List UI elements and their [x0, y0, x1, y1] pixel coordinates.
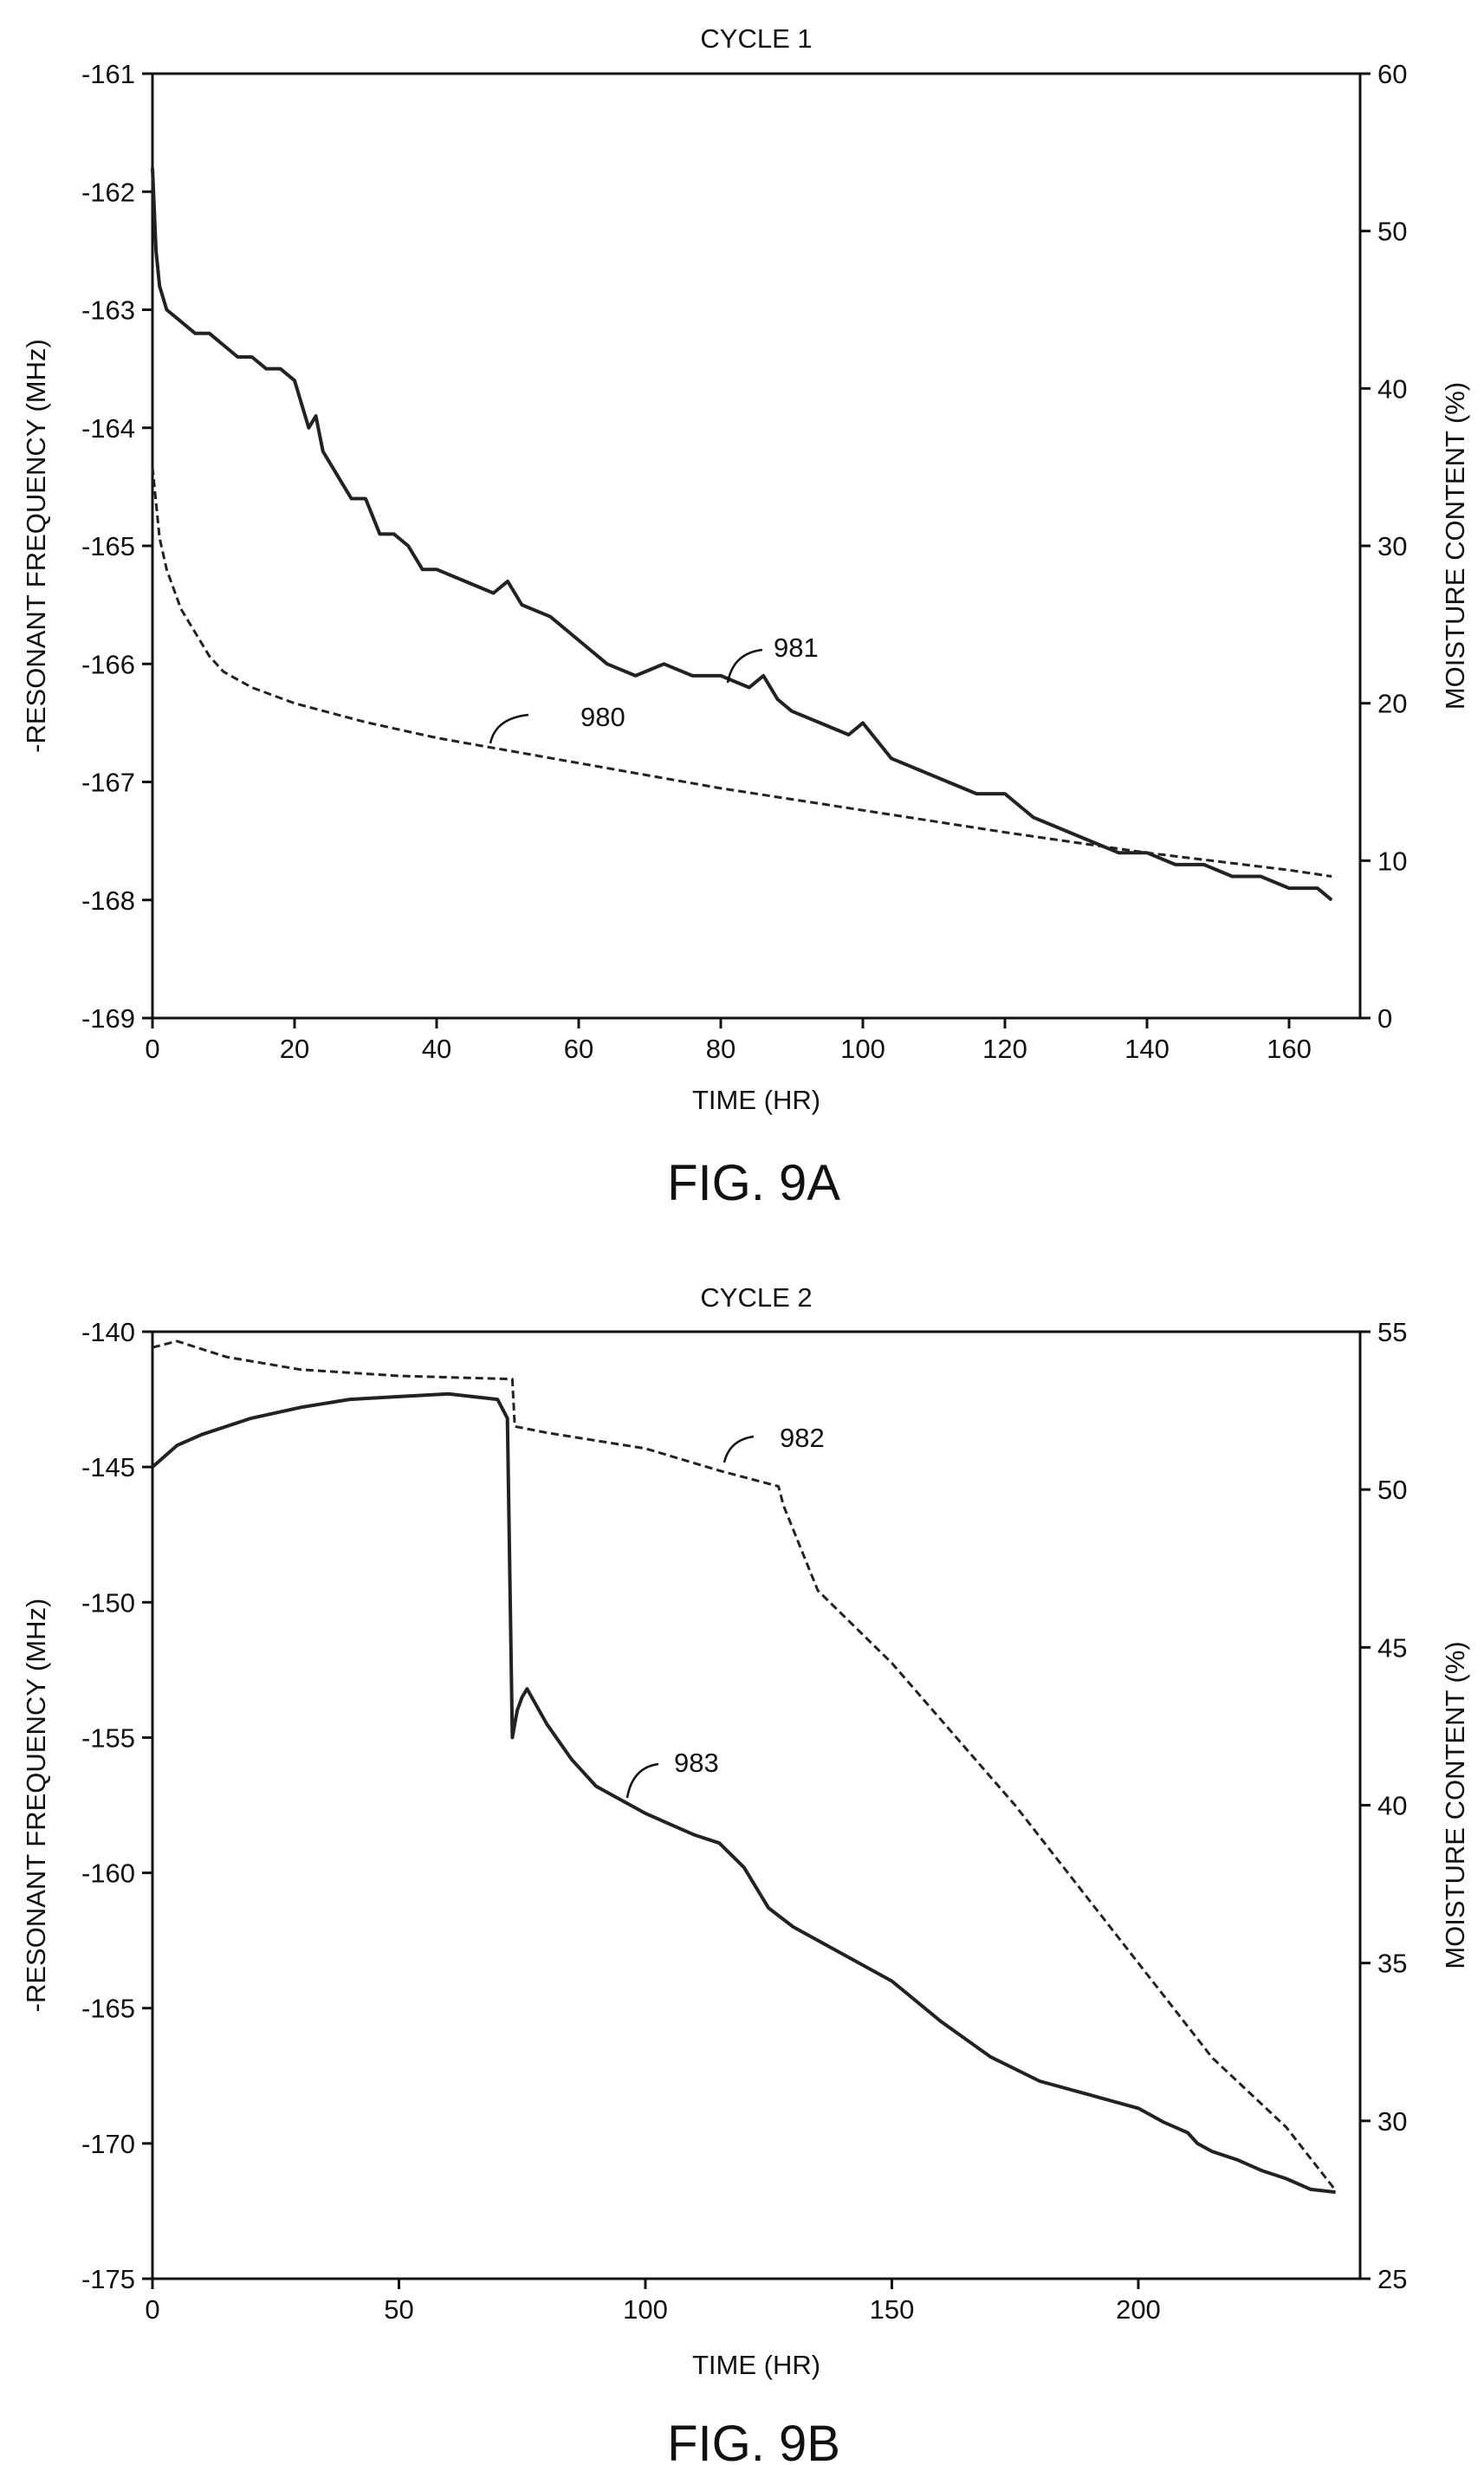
chart-title: CYCLE 2: [700, 1282, 812, 1313]
y2-tick-label: 40: [1377, 373, 1407, 404]
y-tick-label: -162: [81, 177, 135, 207]
y2-tick-label: 20: [1377, 689, 1407, 719]
figure-label: FIG. 9A: [667, 1155, 840, 1211]
chart-1: CYCLE 10 20 40 60 80 100 120 140 160-161-162-163…: [21, 23, 1470, 1211]
y-axis-label: -RESONANT FREQUENCY (MHz): [21, 1599, 51, 2013]
x-axis-label: TIME (HR): [692, 1085, 820, 1115]
y-tick-label: -164: [81, 413, 135, 444]
x-tick-label: 0: [145, 2294, 159, 2325]
y-axis-label: -RESONANT FREQUENCY (MHz): [21, 339, 51, 753]
series-line-982: [152, 1340, 1337, 2191]
series-label: 980: [580, 702, 625, 732]
x-tick-label: 150: [870, 2294, 915, 2325]
callout-leader: [625, 1762, 659, 1799]
x-tick-label: 100: [840, 1034, 885, 1064]
x-tick-label: 140: [1124, 1034, 1170, 1064]
x-tick-label: 160: [1267, 1034, 1312, 1064]
callout-leader: [726, 648, 763, 684]
x-tick-label: 40: [422, 1034, 451, 1064]
x-tick-label: 60: [564, 1034, 593, 1064]
x-tick-label: 100: [623, 2294, 668, 2325]
y-tick-label: -140: [81, 1317, 135, 1347]
y-tick-label: -155: [81, 1722, 135, 1753]
y-tick-label: -150: [81, 1587, 135, 1618]
y2-axis-label: MOISTURE CONTENT (%): [1440, 382, 1470, 710]
y2-tick-label: 35: [1377, 1949, 1407, 1979]
x-tick-label: 50: [384, 2294, 413, 2325]
plot-frame: [151, 72, 1362, 1020]
y-tick-label: -160: [81, 1858, 135, 1889]
series-line-983: [151, 1391, 1336, 2195]
y-tick-label: -167: [81, 768, 135, 798]
chart-2: CYCLE 20 50 100 150 200-140-145-150-155-160-…: [21, 1282, 1470, 2465]
y2-tick-label: 25: [1377, 2264, 1407, 2294]
series-label: 981: [774, 632, 819, 663]
figure-label: FIG. 9B: [667, 2416, 840, 2465]
x-tick-label: 80: [706, 1034, 736, 1064]
x-tick-label: 20: [280, 1034, 309, 1064]
y2-tick-label: 50: [1377, 1475, 1407, 1505]
y-tick-label: -165: [81, 1994, 135, 2024]
plot-frame: [151, 1330, 1362, 2280]
x-tick-label: 120: [982, 1034, 1027, 1064]
series-label: 983: [674, 1748, 719, 1778]
chart-title: CYCLE 1: [700, 23, 812, 54]
x-axis-label: TIME (HR): [692, 2350, 820, 2380]
y2-tick-label: 10: [1377, 846, 1407, 876]
y2-tick-label: 30: [1377, 2106, 1407, 2137]
y-tick-label: -165: [81, 531, 135, 561]
y-tick-label: -145: [81, 1452, 135, 1482]
y2-tick-label: 40: [1377, 1791, 1407, 1821]
y-tick-label: -169: [81, 1003, 135, 1034]
x-tick-label: 0: [145, 1034, 159, 1064]
y2-axis-label: MOISTURE CONTENT (%): [1440, 1641, 1470, 1969]
y2-tick-label: 0: [1377, 1003, 1392, 1034]
y-tick-label: -161: [81, 59, 135, 89]
callout-leader: [723, 1435, 755, 1463]
series-line-981: [151, 167, 1333, 902]
y2-tick-label: 45: [1377, 1632, 1407, 1663]
y-tick-label: -166: [81, 649, 135, 679]
y-tick-label: -168: [81, 885, 135, 916]
y2-tick-label: 55: [1377, 1317, 1407, 1347]
y2-tick-label: 50: [1377, 217, 1407, 247]
y-tick-label: -175: [81, 2264, 135, 2294]
series-line-980: [151, 467, 1332, 878]
y2-tick-label: 60: [1377, 59, 1407, 89]
callout-leader: [489, 713, 529, 744]
x-tick-label: 200: [1116, 2294, 1161, 2325]
y2-tick-label: 30: [1377, 531, 1407, 561]
y-tick-label: -170: [81, 2129, 135, 2159]
series-label: 982: [780, 1423, 825, 1453]
y-tick-label: -163: [81, 295, 135, 326]
